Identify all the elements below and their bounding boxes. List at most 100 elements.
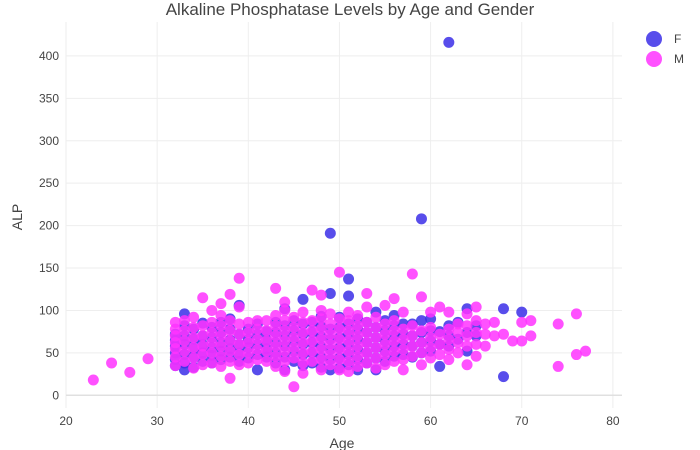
data-point[interactable]: [215, 320, 227, 332]
data-point[interactable]: [415, 325, 427, 337]
data-point[interactable]: [370, 352, 382, 364]
data-point[interactable]: [498, 303, 510, 315]
data-point[interactable]: [315, 304, 327, 316]
data-point[interactable]: [215, 330, 227, 342]
data-point[interactable]: [333, 313, 345, 325]
data-point[interactable]: [306, 335, 318, 347]
data-point[interactable]: [324, 328, 336, 340]
legend-label[interactable]: F: [674, 32, 681, 46]
data-point[interactable]: [215, 340, 227, 352]
data-point[interactable]: [552, 318, 564, 330]
data-point[interactable]: [251, 315, 263, 327]
data-point[interactable]: [197, 359, 209, 371]
data-point[interactable]: [352, 340, 364, 352]
data-point[interactable]: [251, 343, 263, 355]
data-point[interactable]: [452, 326, 464, 338]
data-point[interactable]: [434, 328, 446, 340]
data-point[interactable]: [397, 306, 409, 318]
data-point[interactable]: [333, 364, 345, 376]
data-point[interactable]: [188, 342, 200, 354]
data-point[interactable]: [461, 359, 473, 371]
data-point[interactable]: [251, 323, 263, 335]
data-point[interactable]: [443, 333, 455, 345]
data-point[interactable]: [279, 304, 291, 316]
data-point[interactable]: [425, 321, 437, 333]
data-point[interactable]: [270, 360, 282, 372]
legend-label[interactable]: M: [674, 52, 684, 66]
data-point[interactable]: [324, 359, 336, 371]
data-point[interactable]: [197, 340, 209, 352]
data-point[interactable]: [552, 360, 564, 372]
data-point[interactable]: [178, 325, 190, 337]
data-point[interactable]: [315, 323, 327, 335]
data-point[interactable]: [406, 320, 418, 332]
data-point[interactable]: [425, 332, 437, 344]
data-point[interactable]: [215, 360, 227, 372]
data-point[interactable]: [388, 345, 400, 357]
data-point[interactable]: [279, 366, 291, 378]
data-point[interactable]: [479, 318, 491, 330]
data-point[interactable]: [206, 326, 218, 338]
data-point[interactable]: [206, 304, 218, 316]
data-point[interactable]: [333, 354, 345, 366]
data-point[interactable]: [361, 301, 373, 313]
data-point[interactable]: [297, 306, 309, 318]
data-point[interactable]: [215, 310, 227, 322]
data-point[interactable]: [343, 335, 355, 347]
data-point[interactable]: [297, 367, 309, 379]
data-point[interactable]: [498, 328, 510, 340]
data-point[interactable]: [224, 288, 236, 300]
data-point[interactable]: [333, 266, 345, 278]
data-point[interactable]: [379, 338, 391, 350]
data-point[interactable]: [242, 347, 254, 359]
data-point[interactable]: [215, 298, 227, 310]
data-point[interactable]: [343, 366, 355, 378]
data-point[interactable]: [352, 330, 364, 342]
data-point[interactable]: [233, 318, 245, 330]
data-point[interactable]: [270, 340, 282, 352]
data-point[interactable]: [224, 315, 236, 327]
data-point[interactable]: [279, 315, 291, 327]
data-point[interactable]: [406, 340, 418, 352]
data-point[interactable]: [178, 335, 190, 347]
data-point[interactable]: [288, 311, 300, 323]
data-point[interactable]: [261, 355, 273, 367]
data-point[interactable]: [188, 321, 200, 333]
data-point[interactable]: [297, 337, 309, 349]
data-point[interactable]: [297, 326, 309, 338]
data-point[interactable]: [425, 352, 437, 364]
data-point[interactable]: [470, 315, 482, 327]
data-point[interactable]: [324, 227, 336, 239]
data-point[interactable]: [142, 353, 154, 365]
data-point[interactable]: [415, 213, 427, 225]
data-point[interactable]: [434, 338, 446, 350]
data-point[interactable]: [261, 315, 273, 327]
data-point[interactable]: [479, 340, 491, 352]
data-point[interactable]: [470, 326, 482, 338]
data-point[interactable]: [488, 330, 500, 342]
data-point[interactable]: [352, 360, 364, 372]
data-point[interactable]: [361, 357, 373, 369]
data-point[interactable]: [324, 338, 336, 350]
data-point[interactable]: [169, 316, 181, 328]
data-point[interactable]: [498, 371, 510, 383]
data-point[interactable]: [443, 36, 455, 48]
data-point[interactable]: [406, 350, 418, 362]
data-point[interactable]: [443, 306, 455, 318]
data-point[interactable]: [315, 313, 327, 325]
data-point[interactable]: [224, 372, 236, 384]
data-point[interactable]: [406, 330, 418, 342]
data-point[interactable]: [443, 323, 455, 335]
data-point[interactable]: [379, 349, 391, 361]
data-point[interactable]: [188, 332, 200, 344]
data-point[interactable]: [315, 289, 327, 301]
data-point[interactable]: [188, 311, 200, 323]
data-point[interactable]: [288, 321, 300, 333]
data-point[interactable]: [324, 287, 336, 299]
data-point[interactable]: [242, 316, 254, 328]
data-point[interactable]: [370, 321, 382, 333]
data-point[interactable]: [315, 333, 327, 345]
data-point[interactable]: [397, 364, 409, 376]
data-point[interactable]: [197, 292, 209, 304]
data-point[interactable]: [570, 349, 582, 361]
